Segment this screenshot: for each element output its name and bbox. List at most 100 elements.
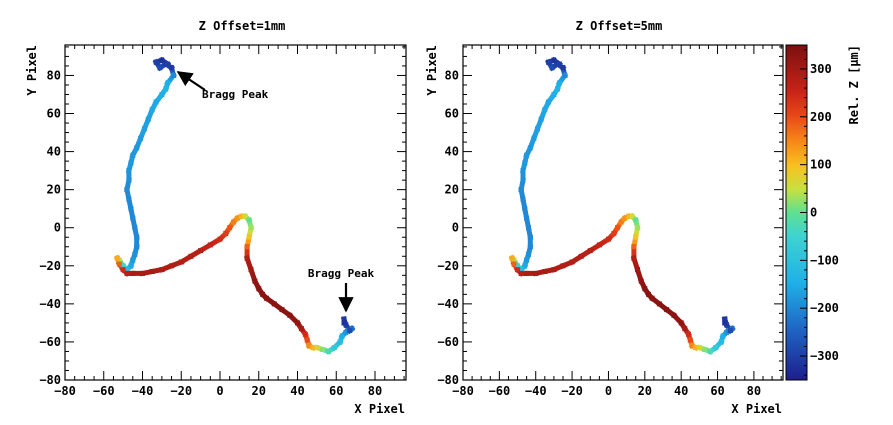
- panel-1-track-pixel: [159, 57, 165, 63]
- panel-2-track-pixel: [546, 59, 551, 65]
- bragg-peak-annotation-lower: Bragg Peak: [308, 267, 374, 313]
- panel-2-track-pixel: [671, 312, 677, 318]
- panel-2-track-pixel: [527, 244, 533, 250]
- panel-1-track-pixel: [145, 116, 151, 122]
- panel-1: Z Offset=1mm −80 −60 −40 −20 0 20 40 60 80 −80 −60…: [25, 19, 407, 416]
- panel-2-track-pixel: [646, 291, 651, 297]
- panel-1-x-tick-label: 80: [368, 384, 382, 398]
- panel-1-track-pixel: [302, 331, 308, 337]
- panel-1-track-pixel: [198, 248, 204, 254]
- panel-1-track-pixel: [159, 267, 165, 273]
- panel-2-ticks: −80 −60 −40 −20 0 20 40 60 80 −80 −60 −40 −20 0 20 40 60…: [437, 45, 783, 398]
- panel-2-track-pixel: [713, 345, 719, 351]
- panel-1-track-pixel: [238, 213, 244, 219]
- panel-1-track-pixel: [134, 244, 140, 250]
- panel-2-track-pixel: [635, 267, 640, 273]
- panel-2-x-tick-label: −20: [561, 384, 583, 398]
- panel-2-track-pixel: [526, 251, 531, 257]
- panel-1-track-pixel: [130, 257, 136, 263]
- panel-1-track-pixel: [231, 219, 237, 225]
- panel-2-track-pixel: [682, 326, 688, 332]
- panel-2-x-tick-label: −40: [525, 384, 547, 398]
- panel-1-track-pixel: [132, 225, 138, 231]
- panel-1-track-pixel: [124, 187, 130, 193]
- panel-1-track-pixel: [153, 99, 159, 105]
- panel-1-track-pixel: [304, 337, 310, 343]
- colorbar-ticks: −300 −200 −100 0 100 200 300: [800, 49, 839, 376]
- panel-2-track-pixel: [511, 261, 517, 267]
- panel-2-track-pixel: [664, 307, 670, 313]
- panel-1-frame: [64, 44, 407, 381]
- panel-2-track-pixel: [722, 320, 728, 326]
- panel-1-track-pixel: [188, 253, 194, 259]
- panel-1-track-pixel: [130, 270, 136, 276]
- panel-2-track-pixel: [707, 348, 713, 354]
- panel-1-track-pixel: [120, 267, 126, 273]
- panel-1-track-pixel: [244, 255, 250, 261]
- panel-1-y-tick-label: 20: [47, 183, 61, 197]
- panel-2-y-tick-label: −60: [437, 335, 459, 349]
- panel-1-track-pixel: [149, 269, 155, 274]
- panel-2-track-pixel: [509, 255, 515, 261]
- panel-1-track-pixel: [130, 215, 136, 221]
- panel-1-track-pixel: [341, 316, 347, 322]
- panel-1-x-tick-label: 20: [252, 384, 266, 398]
- panel-2-y-tick-label: 40: [445, 145, 459, 159]
- panel-2-track-pixel: [527, 234, 533, 240]
- panel-1-track-pixel: [248, 267, 254, 273]
- panel-1-track-pixel: [165, 80, 171, 86]
- panel-1-track-pixel: [163, 61, 169, 67]
- panel-1-track-pixel: [171, 73, 176, 78]
- panel-2-track-pixel: [629, 213, 635, 219]
- panel-1-y-tick-label: 0: [54, 221, 61, 235]
- colorbar-label: Rel. Z [µm]: [847, 45, 861, 124]
- panel-1-track-pixel: [337, 339, 343, 345]
- panel-2-track-pixel: [527, 145, 533, 151]
- panel-2-track-pixel: [720, 333, 726, 339]
- panel-2-y-tick-label: 0: [452, 221, 459, 235]
- panel-1-track-pixel: [234, 215, 240, 221]
- panel-2: Z Offset=5mm −80 −60 −40 −20 0 20 40 60 80 −80 −60…: [425, 19, 784, 416]
- panel-2-track-pixel: [542, 269, 548, 274]
- panel-2-track-pixel: [522, 206, 528, 212]
- panel-2-track-pixel: [555, 86, 560, 92]
- panel-2-track-pixel: [696, 345, 702, 351]
- panel-2-track-pixel: [538, 116, 544, 122]
- panel-1-track-pixel: [227, 225, 233, 231]
- panel-1-track-pixel: [126, 168, 132, 174]
- panel-2-track-pixel: [722, 316, 728, 322]
- panel-1-track-pixel: [298, 326, 304, 332]
- panel-1-y-tick-label: −80: [39, 373, 61, 387]
- panel-2-y-axis-label: Y Pixel: [425, 45, 439, 96]
- panel-2-x-tick-label: −80: [452, 384, 474, 398]
- panel-1-track-pixel: [260, 291, 266, 297]
- panel-1-track-pixel: [153, 59, 159, 65]
- panel-2-track-pixel: [638, 278, 644, 284]
- panel-2-y-tick-label: 80: [445, 68, 459, 82]
- panel-2-track-pixel: [535, 126, 540, 132]
- panel-1-track-pixel: [326, 348, 331, 354]
- panel-2-track-pixel: [596, 242, 602, 248]
- panel-1-track-pixel: [207, 242, 213, 248]
- panel-2-track-pixel: [562, 73, 568, 78]
- panel-1-track-pixel: [163, 86, 169, 92]
- panel-2-track-pixel: [524, 215, 530, 221]
- panel-2-track-pixel: [526, 225, 531, 231]
- panel-1-track-pixel: [331, 345, 337, 351]
- panel-1-y-tick-label: 40: [47, 145, 61, 159]
- panel-2-track-pixel: [551, 267, 557, 273]
- panel-1-track-pixel: [130, 152, 136, 158]
- panel-1-track-pixel: [157, 65, 163, 71]
- panel-1-x-tick-label: −20: [170, 384, 192, 398]
- panel-1-track-pixel: [141, 126, 147, 132]
- panel-1-track-pixel: [128, 206, 134, 212]
- panel-2-y-tick-label: −80: [437, 373, 459, 387]
- colorbar-tick-label: 100: [810, 158, 832, 172]
- panel-1-y-axis-label: Y Pixel: [25, 45, 39, 96]
- colorbar-tick-label: 200: [810, 110, 832, 124]
- panel-2-track-pixel: [635, 225, 640, 231]
- panel-2-x-axis-label: X Pixel: [731, 402, 782, 416]
- panel-2-track-pixel: [549, 65, 555, 71]
- panel-2-track-pixel: [649, 295, 655, 301]
- panel-2-track-pixel: [560, 65, 566, 71]
